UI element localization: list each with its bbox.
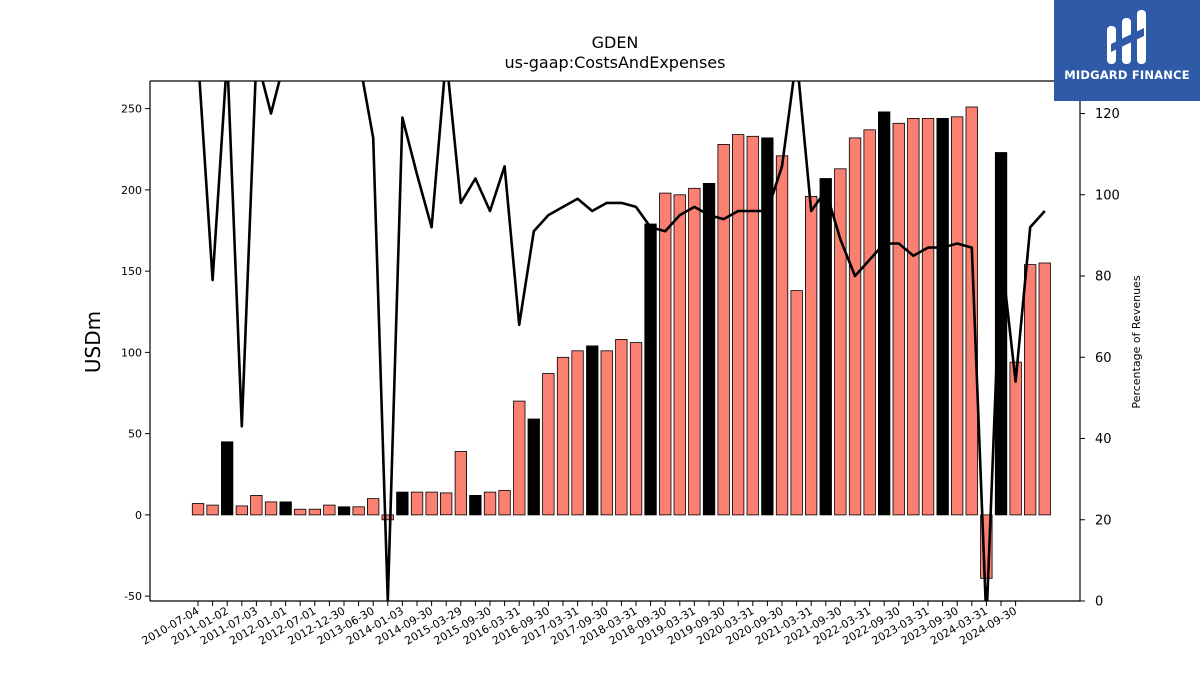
bar-quarter [892, 122, 905, 516]
bar-quarter [308, 508, 322, 516]
y-tick-label: 0 [135, 509, 142, 522]
y2-tick-label: 100 [1095, 188, 1120, 203]
bar-quarter [513, 400, 526, 516]
midgard-finance-logo: MIDGARD FINANCE [1054, 0, 1200, 101]
bar-annual [220, 441, 234, 516]
bar-quarter [498, 490, 511, 516]
y-tick-label: 50 [128, 428, 142, 441]
bar-annual [469, 494, 482, 516]
bar-quarter [323, 504, 336, 516]
bar-quarter [410, 491, 424, 516]
y2-tick-label: 80 [1095, 270, 1112, 285]
bar-quarter [732, 134, 745, 516]
bar-quarter [235, 505, 249, 516]
bar-quarter [1009, 361, 1022, 516]
y-tick-label: 150 [121, 265, 142, 278]
line-series-group [198, 81, 1046, 601]
bar-quarter [191, 503, 205, 516]
y-tick-label: 200 [121, 184, 142, 197]
bar-annual [936, 118, 949, 516]
y2-tick-label: 120 [1095, 107, 1120, 122]
y2-tick-label: 60 [1095, 351, 1112, 366]
bar-quarter [250, 494, 263, 516]
y-axis-label: USDm [81, 311, 105, 373]
bar-annual [878, 111, 891, 516]
bar-quarter [659, 192, 672, 516]
y2-axis-label: Percentage of Revenues [1130, 275, 1143, 408]
bar-quarter [571, 350, 584, 516]
bar-quarter [615, 338, 628, 516]
bar-quarter [381, 514, 394, 521]
midgard-logo-icon [1107, 10, 1146, 64]
bar-annual [586, 345, 599, 516]
bar-quarter [907, 118, 920, 516]
bar-quarter [1024, 264, 1037, 516]
bar-quarter [688, 187, 701, 516]
bar-quarter [717, 143, 730, 516]
bar-annual [644, 223, 657, 516]
bar-quarter [264, 501, 278, 516]
bar-quarter [1038, 262, 1051, 516]
bar-quarter [483, 491, 497, 516]
bar-quarter [965, 106, 978, 516]
bar-quarter [206, 504, 219, 516]
plot-area: -500501001502002500204060801001202010-07… [121, 80, 1120, 648]
bar-annual [702, 182, 716, 516]
bar-quarter [629, 342, 643, 516]
bar-series [191, 106, 1051, 579]
bar-annual [527, 418, 540, 516]
bar-annual [396, 491, 409, 516]
bar-quarter [980, 514, 993, 579]
y2-tick-label: 40 [1095, 432, 1112, 447]
bar-annual [994, 152, 1008, 516]
bar-annual [279, 501, 292, 516]
bar-quarter [352, 506, 365, 516]
pct-revenue-line [198, 81, 1046, 601]
bar-quarter [673, 194, 686, 516]
bar-quarter [790, 290, 803, 516]
y-tick-label: 250 [121, 103, 142, 116]
bar-quarter [746, 135, 759, 516]
y-tick-label: -50 [124, 590, 142, 603]
y2-tick-label: 20 [1095, 513, 1112, 528]
bar-annual [761, 137, 774, 516]
bar-quarter [863, 129, 876, 516]
bar-quarter [951, 116, 964, 516]
chart-subtitle: us-gaap:CostsAndExpenses [505, 53, 726, 72]
bar-quarter [556, 356, 570, 516]
bar-quarter [293, 508, 307, 516]
y-tick-label: 100 [121, 346, 142, 359]
bar-quarter [775, 155, 789, 516]
bar-quarter [805, 195, 818, 516]
bar-quarter [366, 498, 380, 516]
bar-quarter [600, 350, 613, 516]
y2-tick-label: 0 [1095, 595, 1103, 610]
chart-title: GDEN [592, 33, 639, 52]
bar-quarter [848, 137, 862, 516]
bar-quarter [454, 451, 468, 516]
bar-quarter [439, 492, 453, 516]
bar-quarter [425, 491, 438, 516]
bar-annual [337, 506, 351, 516]
bar-quarter [542, 373, 555, 516]
bar-annual [819, 178, 832, 516]
bar-quarter [834, 168, 847, 516]
bar-quarter [921, 118, 935, 516]
logo-text: MIDGARD FINANCE [1064, 68, 1190, 82]
